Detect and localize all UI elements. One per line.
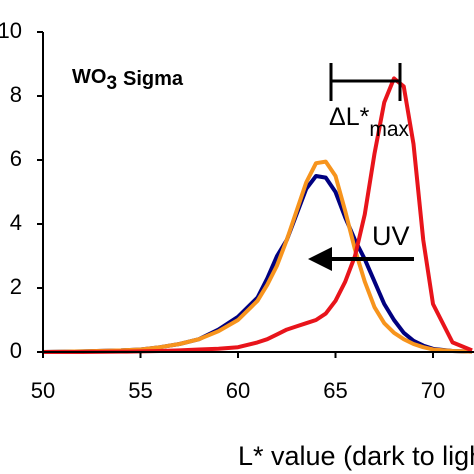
series-line [43,76,473,354]
y-tick-label: 10 [0,18,22,43]
uv-label: UV [372,221,410,251]
series-line [42,159,473,354]
y-tick-label: 2 [10,274,22,299]
delta-label-main: ΔL* [329,103,370,131]
x-tick-label: 55 [128,378,152,403]
y-tick-label: 6 [10,146,22,171]
x-tick-label: 70 [421,378,445,403]
x-tick-label: 65 [323,378,347,403]
plot [42,76,473,354]
uv-arrow-head [308,247,332,271]
delta-bracket [329,63,402,101]
x-tick-label: 60 [226,378,250,403]
y-tick-label: 4 [10,210,22,235]
sample-label-sub: 3 [106,73,117,94]
sample-label-main: WO [72,66,106,88]
sample-label-rest: Sigma [123,68,184,90]
x-axis-label: L* value (dark to light) [238,441,474,471]
delta-label: ΔL*max [329,103,410,141]
y-tick-label: 0 [10,338,22,363]
delta-label-sub: max [369,118,409,141]
y-tick-label: 8 [10,82,22,107]
series-line [42,174,473,354]
sample-label: WO3 Sigma [72,66,184,94]
x-tick-label: 50 [31,378,55,403]
